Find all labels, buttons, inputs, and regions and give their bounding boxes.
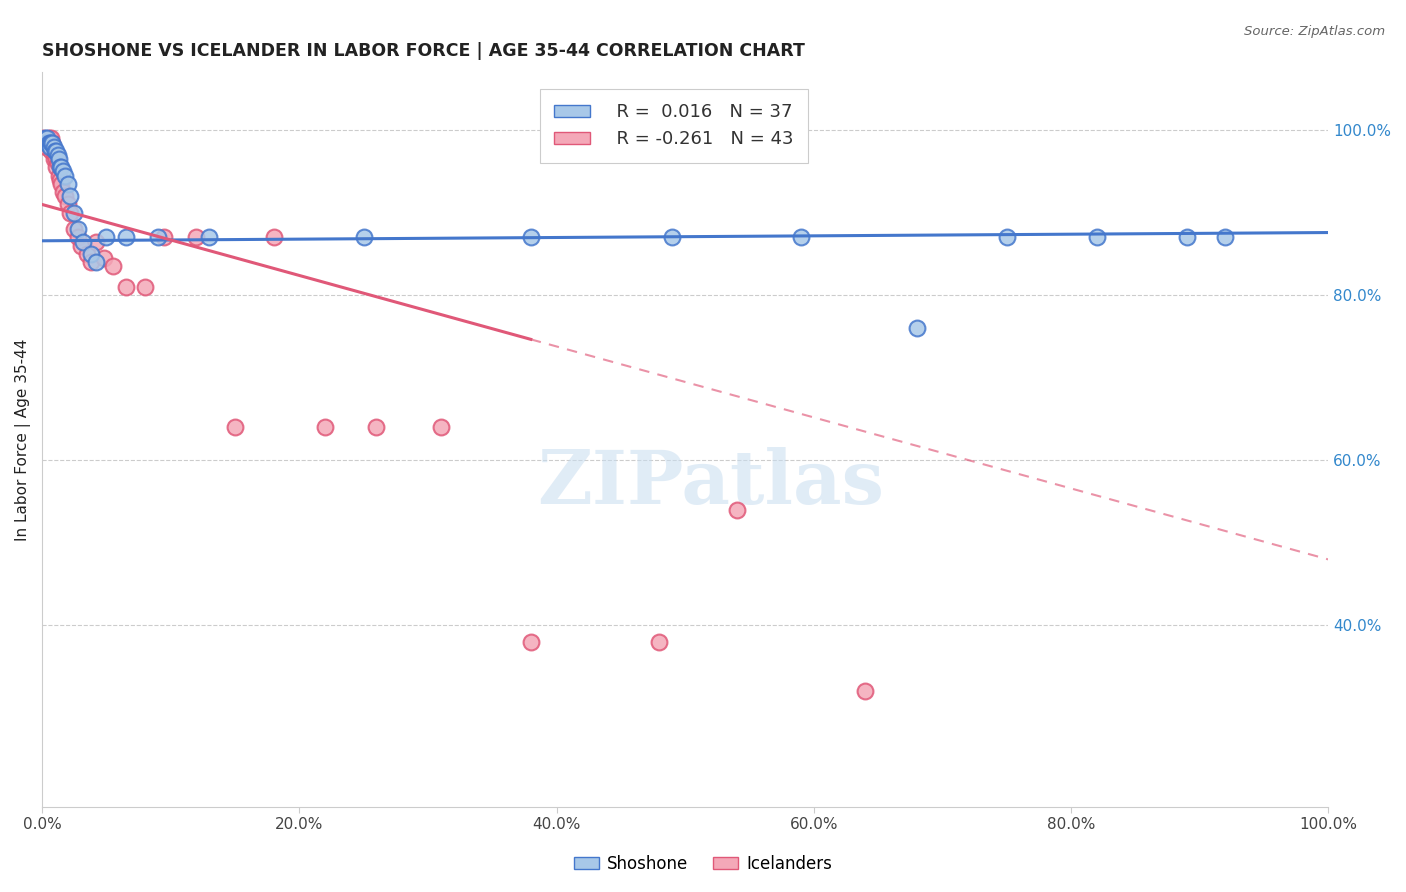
Point [34,136,56,150]
Point [93,251,115,265]
Point [429,420,451,434]
Point [84,255,107,269]
Point [59,205,82,219]
Point [35,139,58,153]
Point [134,280,156,294]
Point [34,131,56,145]
Point [101,260,124,274]
Point [37,136,59,150]
Point [63,222,86,236]
Point [1085,230,1108,244]
Point [67,230,90,244]
Point [186,230,208,244]
Point [41,136,63,150]
Point [72,235,94,249]
Point [39,136,62,150]
Point [790,230,813,244]
Point [48,152,70,166]
Point [35,136,58,150]
Point [995,230,1018,244]
Point [146,230,169,244]
Point [114,230,136,244]
Point [44,144,66,158]
Point [44,148,66,162]
Point [38,136,60,150]
Point [38,139,60,153]
Point [39,131,62,145]
Point [198,230,221,244]
Point [38,136,60,150]
Point [59,189,82,203]
Point [37,131,59,145]
Point [38,136,60,150]
Point [153,230,176,244]
Point [661,230,683,244]
Point [725,503,748,517]
Point [366,420,388,434]
Text: ZIPatlas: ZIPatlas [537,447,884,520]
Point [67,222,90,236]
Point [80,247,103,261]
Point [56,177,79,191]
Point [52,185,75,199]
Point [314,420,336,434]
Text: SHOSHONE VS ICELANDER IN LABOR FORCE | AGE 35-44 CORRELATION CHART: SHOSHONE VS ICELANDER IN LABOR FORCE | A… [42,42,806,60]
Y-axis label: In Labor Force | Age 35-44: In Labor Force | Age 35-44 [15,339,31,541]
Point [853,684,876,698]
Point [45,144,67,158]
Point [84,235,107,249]
Point [520,635,543,649]
Point [52,164,75,178]
Legend:   R =  0.016   N = 37,   R = -0.261   N = 43: R = 0.016 N = 37, R = -0.261 N = 43 [540,89,808,162]
Point [80,255,103,269]
Point [63,205,86,219]
Point [1175,230,1198,244]
Point [32,131,55,145]
Point [49,172,72,186]
Point [51,177,73,191]
Point [76,247,98,261]
Point [46,156,69,170]
Point [45,152,67,166]
Point [38,131,60,145]
Point [96,230,118,244]
Point [53,189,76,203]
Point [42,152,65,166]
Point [56,197,79,211]
Point [49,161,72,175]
Point [48,169,70,183]
Point [905,321,928,335]
Point [648,635,671,649]
Point [39,144,62,158]
Point [46,148,69,162]
Point [42,144,65,158]
Point [353,230,375,244]
Point [1213,230,1236,244]
Point [51,161,73,175]
Point [69,239,91,253]
Legend: Shoshone, Icelanders: Shoshone, Icelanders [567,848,839,880]
Point [41,136,63,150]
Point [263,230,285,244]
Text: Source: ZipAtlas.com: Source: ZipAtlas.com [1244,25,1385,38]
Point [224,420,246,434]
Point [42,139,65,153]
Point [53,169,76,183]
Point [114,280,136,294]
Point [45,161,67,175]
Point [520,230,543,244]
